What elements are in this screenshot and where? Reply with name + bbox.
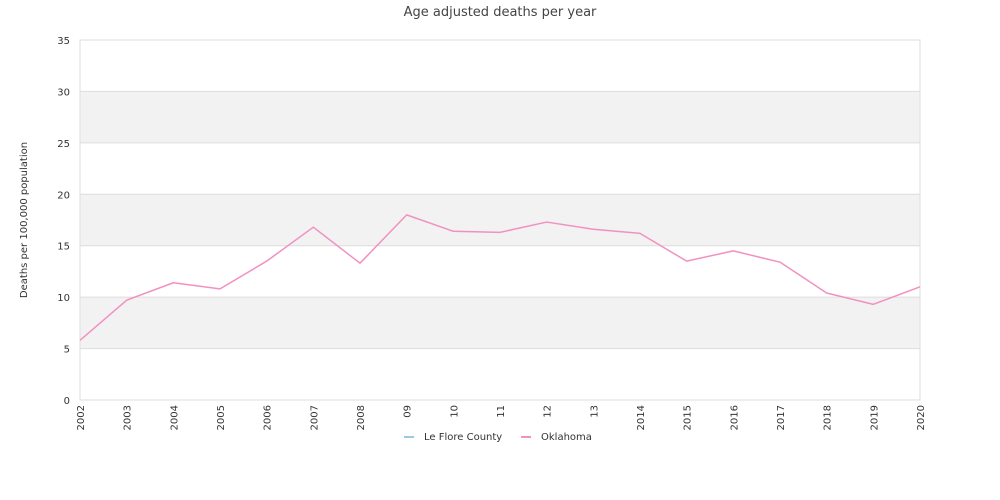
- x-tick-label: 12: [543, 405, 554, 418]
- x-tick-label: 2019: [869, 405, 880, 430]
- series-line-oklahoma: [79, 214, 921, 341]
- y-tick-label: 15: [57, 242, 70, 253]
- x-tick-label: 2015: [683, 405, 694, 430]
- x-tick-label: 2017: [776, 405, 787, 430]
- chart-band: [80, 297, 920, 349]
- x-tick-label: 2008: [356, 405, 367, 430]
- y-tick-label: 35: [57, 36, 70, 47]
- x-tick-label: 2005: [216, 405, 227, 430]
- y-tick-label: 30: [57, 87, 70, 98]
- x-tick-label: 2018: [823, 405, 834, 430]
- x-tick-label: 09: [403, 405, 414, 418]
- x-tick-label: 2020: [916, 405, 927, 430]
- y-tick-label: 5: [64, 345, 70, 356]
- y-tick-label: 0: [64, 396, 70, 407]
- chart-band: [80, 194, 920, 246]
- x-tick-label: 10: [449, 405, 460, 418]
- chart-band: [80, 91, 920, 143]
- legend-label: Le Flore County: [424, 432, 502, 443]
- x-tick-label: 2007: [309, 405, 320, 430]
- y-tick-label: 25: [57, 139, 70, 150]
- y-tick-label: 10: [57, 293, 70, 304]
- x-ticks: 2002 2003 2004 2005 2006 2007 2008 09 10 11 12 13 20…: [76, 405, 927, 430]
- x-tick-label: 2006: [263, 405, 274, 430]
- gridlines: [80, 39, 920, 401]
- legend-label: Oklahoma: [541, 432, 592, 443]
- chart-title: Age adjusted deaths per year: [404, 5, 597, 20]
- y-tick-label: 20: [57, 190, 70, 201]
- y-axis-label: Deaths per 100,000 population: [19, 142, 30, 298]
- x-tick-label: 11: [496, 405, 507, 418]
- x-tick-label: 2003: [123, 405, 134, 430]
- plot-frame: [79, 39, 921, 401]
- x-tick-label: 13: [589, 405, 600, 418]
- chart-bands: [80, 91, 920, 349]
- x-tick-label: 2002: [76, 405, 87, 430]
- x-tick-label: 2004: [169, 405, 180, 430]
- series-lines: [79, 214, 921, 341]
- y-ticks: 0 5 10 15 20 25 30 35: [57, 36, 70, 407]
- x-tick-label: 2014: [636, 405, 647, 430]
- legend: Le Flore County Oklahoma: [404, 432, 592, 443]
- x-tick-label: 2016: [729, 405, 740, 430]
